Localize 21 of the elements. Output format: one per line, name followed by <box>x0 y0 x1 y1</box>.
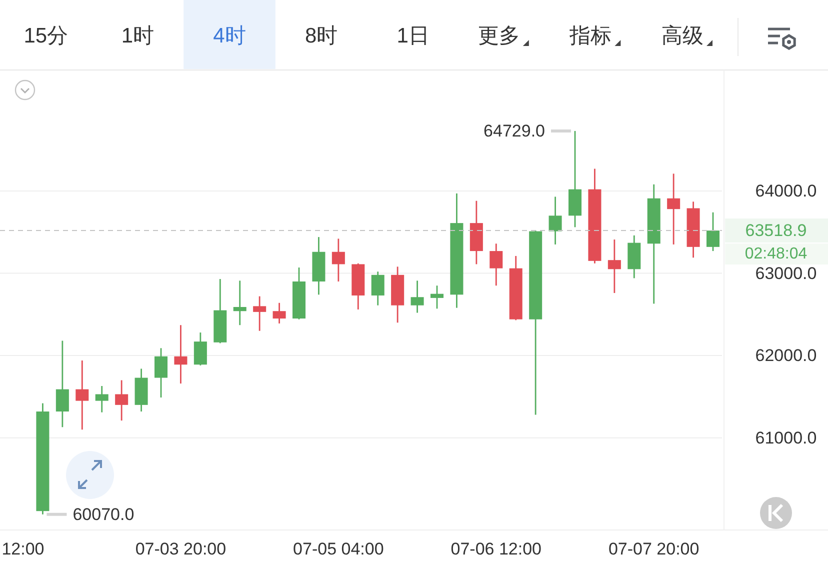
tab-label: 8时 <box>304 24 338 48</box>
tab-label: 高级 <box>662 24 704 48</box>
countdown: 02:48:04 <box>744 246 808 263</box>
tab-label: 1日 <box>396 24 430 48</box>
price-label: 63518.9 <box>745 221 807 240</box>
tab-label: 指标 <box>570 24 612 48</box>
y-tick-label: 62000.0 <box>755 346 817 366</box>
y-tick-label: 64000.0 <box>755 181 817 200</box>
x-tick-label: 07-03 20:00 <box>135 540 226 558</box>
x-tick-label: 07-05 04:00 <box>293 540 384 558</box>
tab-label: 1时 <box>121 24 154 48</box>
extreme-label: 60070.0 <box>72 504 134 524</box>
y-tick-label: 61000.0 <box>755 428 817 448</box>
x-tick-label: 07-06 12:00 <box>450 540 542 558</box>
tab-label: 更多 <box>478 24 520 48</box>
extreme-label: 64729.0 <box>484 121 545 140</box>
tab-label: 15分 <box>24 24 68 48</box>
tab-label: 4时 <box>213 24 246 48</box>
y-tick-label: 63000.0 <box>755 264 817 283</box>
x-tick-label: 07-07 20:00 <box>608 540 700 558</box>
x-tick-label: 12:00 <box>2 540 44 558</box>
